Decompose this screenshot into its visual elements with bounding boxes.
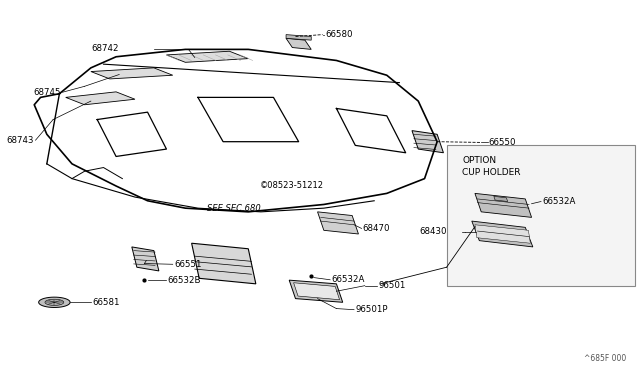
Polygon shape: [412, 131, 444, 153]
Polygon shape: [317, 212, 358, 234]
Text: CUP HOLDER: CUP HOLDER: [462, 167, 521, 177]
Polygon shape: [191, 243, 256, 284]
Text: 68743: 68743: [7, 136, 34, 145]
Text: ©08523-51212: ©08523-51212: [260, 182, 324, 190]
Text: 66532A: 66532A: [542, 197, 575, 206]
Text: 66532B: 66532B: [168, 276, 201, 285]
Polygon shape: [286, 38, 311, 49]
Polygon shape: [494, 196, 508, 202]
Polygon shape: [289, 280, 342, 302]
Polygon shape: [475, 193, 532, 217]
Text: 68745: 68745: [34, 88, 61, 97]
Text: 96501P: 96501P: [355, 305, 388, 314]
Bar: [447, 145, 636, 286]
Polygon shape: [38, 297, 70, 308]
Text: 68430: 68430: [419, 227, 447, 235]
Polygon shape: [475, 225, 531, 243]
Text: ^685F 000: ^685F 000: [584, 354, 626, 363]
Text: 66581: 66581: [92, 298, 120, 307]
Text: 66580: 66580: [325, 30, 353, 39]
Polygon shape: [66, 92, 135, 105]
Text: SEE SEC.680: SEE SEC.680: [207, 203, 261, 213]
Text: 66550: 66550: [489, 138, 516, 147]
Polygon shape: [166, 51, 248, 62]
Polygon shape: [286, 35, 311, 40]
Text: OPTION: OPTION: [462, 157, 497, 166]
Polygon shape: [132, 247, 159, 271]
Text: 68470: 68470: [363, 224, 390, 233]
Polygon shape: [472, 221, 533, 247]
Text: 66551: 66551: [174, 260, 202, 269]
Polygon shape: [45, 299, 64, 305]
Text: 96501: 96501: [379, 281, 406, 290]
Text: 66532A: 66532A: [332, 275, 365, 284]
Text: 68742: 68742: [92, 44, 119, 53]
Polygon shape: [294, 283, 340, 300]
Polygon shape: [91, 68, 173, 79]
